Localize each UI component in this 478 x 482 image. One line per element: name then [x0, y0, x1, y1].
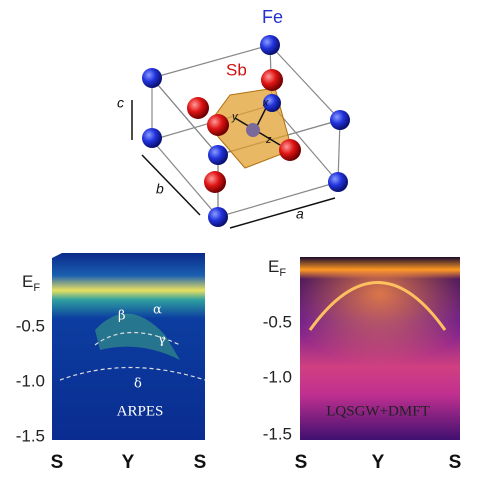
y-tick-label: -0.5 [16, 316, 45, 335]
energy-label: EF [22, 272, 40, 293]
band-label: β [118, 309, 126, 324]
panel-label: LQSGW+DMFT [326, 403, 429, 419]
energy-label: EF [268, 257, 286, 278]
y-tick-label: -1.5 [263, 424, 292, 443]
y-tick-label: -1.0 [263, 367, 292, 386]
x-tick-label: S [194, 452, 207, 473]
y-tick-label: -1.0 [16, 371, 45, 390]
x-tick-label: S [295, 452, 308, 473]
panel-label: ARPES [117, 403, 164, 419]
x-tick-label: Y [122, 452, 135, 473]
x-tick-label: Y [372, 452, 385, 473]
y-tick-label: -0.5 [263, 312, 292, 331]
local-axis: z [265, 134, 272, 146]
fe-atoms [142, 35, 350, 227]
band-label: γ [158, 333, 166, 348]
dmft-panel: LQSGW+DMFT EF -0.5 -1.0 -1.5 S Y S [263, 257, 462, 473]
atom-label: Fe [262, 7, 283, 27]
local-axis: x [262, 97, 269, 109]
axis-label: c [117, 95, 124, 111]
band [308, 281, 447, 331]
atom-label: Sb [226, 60, 247, 79]
band-label: α [153, 303, 162, 318]
sb-atoms [187, 69, 301, 193]
center-atom [246, 123, 260, 137]
band-label: δ [134, 377, 142, 392]
arpes-panel: α β γ δ ARPES EF -0.5 -1.0 -1.5 S Y S [16, 253, 207, 473]
x-tick-label: S [51, 452, 64, 473]
axis-label: b [156, 181, 164, 197]
band-intensity [95, 313, 180, 360]
x-tick-label: S [449, 452, 462, 473]
local-axis: y [231, 111, 239, 123]
axis-label: a [296, 206, 304, 222]
band-glow [300, 270, 460, 390]
y-tick-label: -1.5 [16, 426, 45, 445]
